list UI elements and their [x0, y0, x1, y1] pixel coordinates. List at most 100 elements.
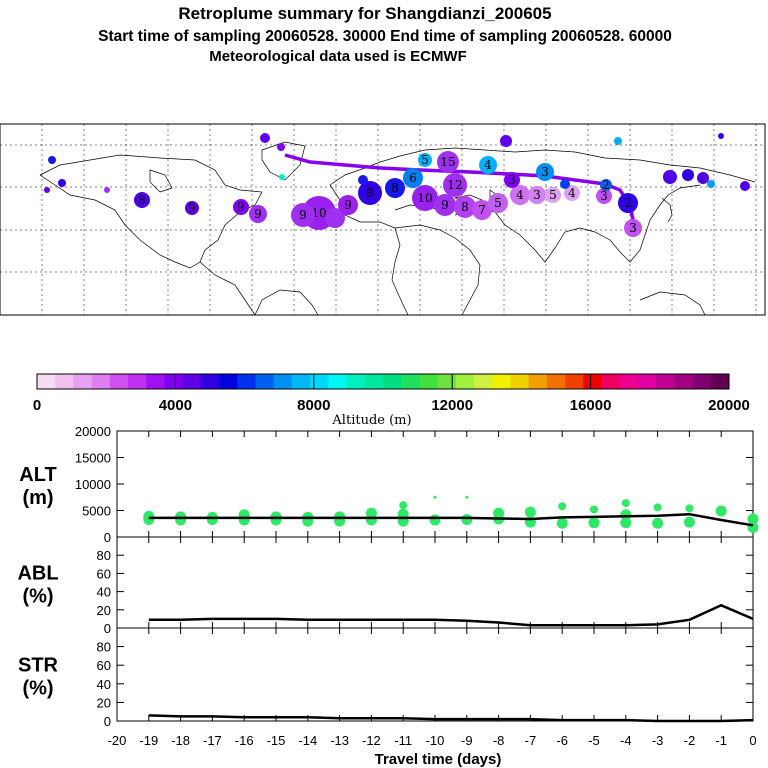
cluster-day-label: 3 [629, 221, 637, 235]
colorbar-swatch [37, 374, 56, 389]
plume-cluster [279, 174, 285, 180]
cluster-day-label: 9 [344, 198, 352, 212]
colorbar-swatch [200, 374, 220, 389]
x-tick-label: -2 [684, 733, 696, 748]
cluster-day-label: 7 [478, 203, 486, 217]
plume-cluster [358, 181, 382, 205]
coastline-segment [329, 147, 756, 186]
mean-altitude-line [148, 512, 754, 527]
plume-cluster [233, 199, 249, 215]
y-axis-label: STR [18, 655, 59, 677]
cluster-day-label: 5 [494, 196, 502, 210]
plume-cluster [618, 193, 638, 213]
colorbar-swatch [146, 374, 165, 389]
colorbar-tick-label: 12000 [431, 397, 473, 414]
colorbar-swatch [91, 374, 111, 389]
colorbar-swatch [182, 374, 202, 389]
plume-cluster [718, 133, 724, 139]
altitude-point [652, 517, 664, 529]
plume-cluster [277, 143, 285, 151]
panel-abl: 0 20 40 60 80 ABL(%) [17, 536, 754, 636]
x-tick-label: -9 [461, 733, 473, 748]
coastline-segment [661, 197, 673, 223]
altitude-point [433, 495, 437, 499]
plume-cluster [338, 195, 358, 215]
cluster-day-label: 9 [254, 207, 262, 221]
x-tick-label: -13 [330, 733, 349, 748]
x-tick-label: -10 [426, 733, 445, 748]
colorbar-swatch [710, 374, 730, 389]
altitude-point [620, 509, 632, 521]
plume-cluster [682, 169, 694, 181]
colorbar-swatch [73, 374, 92, 389]
x-tick-label: -11 [394, 733, 412, 748]
cluster-day-label: 8 [461, 200, 469, 214]
plume-cluster [504, 172, 520, 188]
altitude-point [556, 517, 568, 529]
plume-cluster [325, 208, 345, 228]
colorbar-swatch [656, 374, 675, 389]
colorbar-tick-label: 8000 [297, 397, 330, 414]
coastline-segment [39, 154, 263, 316]
cluster-day-label: 8 [391, 181, 399, 195]
plume-cluster [560, 179, 570, 189]
time-series-panels: 05000100001500020000ALT(m)020406080ABL(%… [17, 424, 759, 748]
colorbar-tick-label: 0 [33, 397, 41, 414]
colorbar-swatch [601, 374, 621, 389]
colorbar-swatch [565, 374, 584, 389]
y-tick-label: 80 [97, 548, 111, 563]
y-tick-label: 40 [97, 677, 111, 692]
altitude-point [558, 502, 567, 511]
altitude-point [493, 507, 505, 519]
cluster-day-label: 9 [237, 200, 245, 214]
x-tick-label: -3 [652, 733, 664, 748]
cluster-day-label: 8 [138, 193, 146, 207]
cluster-day-label: 9 [188, 201, 196, 215]
plume-cluster [740, 181, 750, 191]
altitude-point [590, 505, 598, 514]
colorbar-swatch [437, 374, 457, 389]
trajectory-track [284, 153, 635, 221]
y-tick-label: 0 [104, 530, 111, 545]
colorbar-label: Altitude (m) [331, 413, 411, 428]
x-tick-label: -20 [108, 733, 127, 748]
y-axis-label: ABL [17, 563, 58, 585]
altitude-point [620, 517, 632, 529]
x-tick-label: -18 [171, 733, 190, 748]
plume-cluster [48, 156, 56, 164]
colorbar-tick-label: 4000 [159, 397, 192, 414]
altitude-point [461, 514, 473, 526]
colorbar-swatch [455, 374, 475, 389]
altitude-point [143, 510, 155, 522]
plume-cluster [260, 133, 270, 143]
colorbar-swatch [583, 374, 602, 389]
plume-cluster [437, 151, 459, 173]
x-tick-label: -6 [556, 733, 568, 748]
plume-cluster [472, 200, 492, 220]
x-tick-label: -14 [298, 733, 317, 748]
sampling-times: Start time of sampling 20060528. 30000 E… [98, 28, 672, 45]
y-axis-unit: (%) [22, 678, 53, 700]
altitude-point [465, 495, 469, 499]
plume-cluster [600, 179, 612, 191]
plume-cluster [104, 187, 110, 193]
panel-frame [116, 536, 754, 629]
plume-cluster [185, 201, 199, 215]
colorbar-swatch [164, 374, 183, 389]
y-tick-label: 0 [104, 621, 111, 636]
cluster-day-label: 10 [417, 191, 432, 205]
plume-cluster [596, 188, 612, 204]
panel-frame [116, 627, 754, 722]
y-axis-unit: (%) [22, 586, 53, 608]
colorbar-swatch [310, 374, 329, 389]
coastline-segment [149, 169, 173, 193]
colorbar-swatch [510, 374, 529, 389]
y-tick-label: 15000 [75, 451, 111, 466]
colorbar-swatch [619, 374, 639, 389]
colorbar-swatch [364, 374, 384, 389]
cluster-day-label: 12 [447, 178, 462, 192]
meteorological-data-note: Meteorological data used is ECMWF [209, 48, 467, 65]
colorbar-swatch [346, 374, 366, 389]
plume-cluster [58, 179, 66, 187]
